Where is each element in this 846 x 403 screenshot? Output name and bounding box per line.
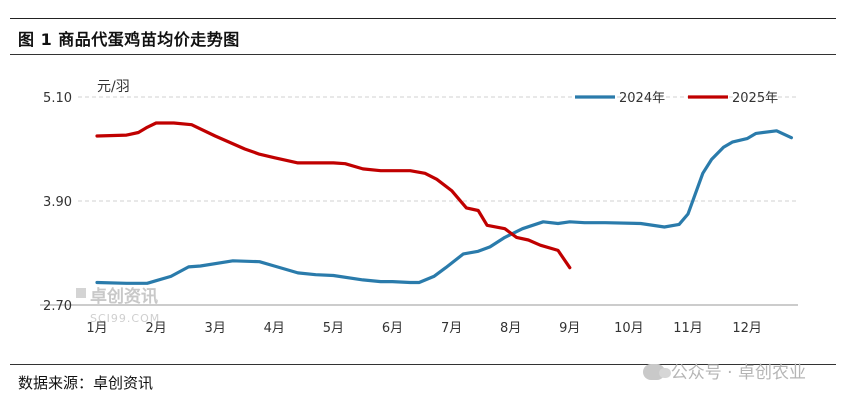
x-tick-label: 9月 bbox=[559, 321, 580, 336]
top-rule bbox=[10, 18, 836, 19]
legend-label: 2025年 bbox=[732, 91, 778, 106]
y-axis-unit: 元/羽 bbox=[97, 79, 130, 95]
x-tick-label: 11月 bbox=[673, 321, 703, 336]
wechat-icon bbox=[642, 364, 671, 380]
x-tick-label: 2月 bbox=[145, 321, 166, 336]
logo-subtext: SCI99.COM bbox=[90, 312, 160, 325]
x-tick-label: 3月 bbox=[205, 321, 226, 336]
logo-mark-icon bbox=[76, 288, 86, 298]
legend-label: 2024年 bbox=[619, 91, 665, 106]
watermark: 公众号 · 卓创农业 bbox=[642, 358, 806, 383]
x-tick-label: 4月 bbox=[264, 321, 285, 336]
series-line-2024 bbox=[95, 129, 794, 285]
x-tick-label: 8月 bbox=[500, 321, 521, 336]
title-rule bbox=[10, 54, 836, 55]
x-tick-label: 10月 bbox=[614, 321, 644, 336]
y-tick-label: 2.70 bbox=[43, 299, 72, 314]
watermark-text: 公众号 · 卓创农业 bbox=[670, 363, 806, 383]
x-tick-label: 1月 bbox=[86, 321, 107, 336]
x-tick-label: 12月 bbox=[732, 321, 762, 336]
x-tick-label: 6月 bbox=[382, 321, 403, 336]
data-source: 数据来源：卓创资讯 bbox=[18, 374, 154, 392]
y-tick-label: 5.10 bbox=[43, 91, 72, 106]
figure-title: 图 1 商品代蛋鸡苗均价走势图 bbox=[18, 30, 240, 49]
x-tick-label: 5月 bbox=[323, 321, 344, 336]
bottom-rule bbox=[10, 364, 836, 365]
sci99-logo: 卓创资讯 SCI99.COM bbox=[76, 286, 160, 325]
y-tick-label: 3.90 bbox=[43, 195, 72, 210]
logo-text: 卓创资讯 bbox=[90, 286, 158, 307]
legend: 2024年 2025年 bbox=[575, 91, 778, 106]
x-tick-label: 7月 bbox=[441, 321, 462, 336]
series-line-2025 bbox=[95, 121, 572, 270]
